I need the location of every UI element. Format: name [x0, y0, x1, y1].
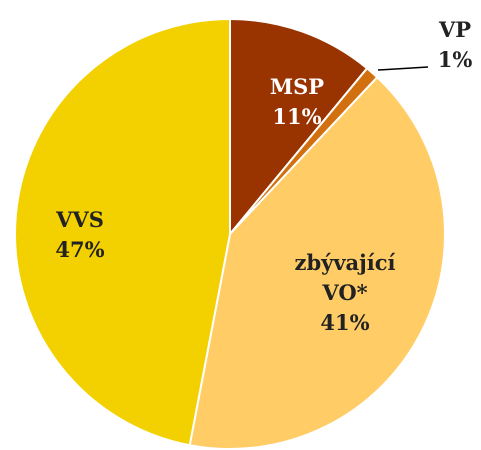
slice-label: VP 1%	[425, 15, 481, 75]
category-label: MSP	[269, 74, 325, 99]
value-label: 41%	[320, 310, 370, 335]
pie-slice	[229, 17, 369, 237]
category-label: VVS	[56, 207, 104, 232]
value-label: 47%	[55, 237, 105, 262]
value-label: 11%	[272, 104, 322, 129]
pie-slice	[188, 75, 446, 450]
pie-slice	[14, 17, 231, 447]
category-label: zbývající VO*	[294, 250, 396, 305]
leader-line	[377, 66, 429, 71]
slice-label: MSP 11%	[232, 72, 362, 132]
value-label: 1%	[437, 47, 473, 72]
slice-label: zbývající VO* 41%	[280, 248, 410, 338]
category-label: VP	[438, 17, 472, 42]
slice-label: VVS 47%	[15, 205, 145, 265]
